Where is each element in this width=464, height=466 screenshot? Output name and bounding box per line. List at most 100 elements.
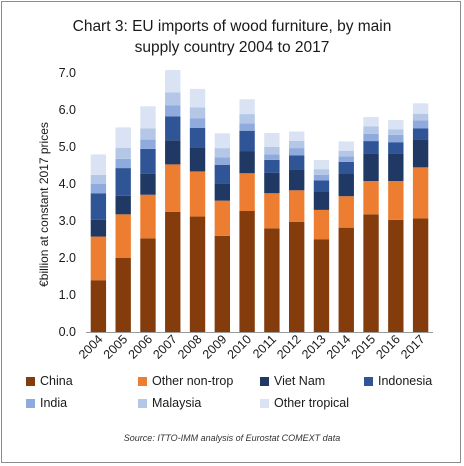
- bar-malaysia-2011: [264, 147, 280, 155]
- bar-other-non-trop-2017: [412, 167, 429, 219]
- bar-viet-nam-2005: [115, 195, 131, 215]
- bar-viet-nam-2012: [289, 169, 305, 191]
- bar-viet-nam-2007: [165, 140, 181, 165]
- bar-malaysia-2013: [313, 169, 330, 175]
- y-tick-label: 6.0: [59, 103, 76, 117]
- legend-label: India: [40, 396, 68, 410]
- bar-other-non-trop-2012: [289, 190, 305, 222]
- bar-other-tropical-2015: [363, 117, 379, 127]
- bar-viet-nam-2006: [140, 173, 156, 195]
- bar-malaysia-2007: [165, 92, 181, 106]
- bar-other-non-trop-2005: [115, 214, 131, 258]
- bar-indonesia-2014: [338, 161, 354, 175]
- bar-malaysia-2010: [239, 114, 255, 124]
- bar-china-2004: [90, 280, 107, 332]
- legend-item-malaysia: Malaysia: [138, 396, 201, 410]
- source-note: Source: ITTO-IMM analysis of Eurostat CO…: [123, 433, 341, 443]
- bar-india-2008: [189, 118, 206, 128]
- bar-indonesia-2011: [264, 159, 280, 173]
- chart-title-line-2: supply country 2004 to 2017: [134, 39, 330, 56]
- bar-indonesia-2005: [115, 168, 131, 196]
- bar-indonesia-2016: [388, 142, 404, 154]
- legend-swatch: [26, 399, 35, 408]
- bar-other-tropical-2017: [412, 103, 429, 114]
- bar-other-non-trop-2011: [264, 193, 280, 229]
- y-axis-label-group: €billion at constant 2017 prices: [37, 122, 51, 287]
- x-tick-label: 2016: [373, 332, 403, 362]
- bar-china-2008: [189, 216, 206, 332]
- bar-china-2010: [239, 211, 255, 332]
- x-tick-label: 2010: [225, 332, 255, 362]
- bar-other-non-trop-2016: [388, 181, 404, 220]
- x-tick-label: 2006: [126, 332, 156, 362]
- bar-malaysia-2015: [363, 126, 379, 134]
- legend-item-other-tropical: Other tropical: [260, 396, 349, 410]
- bar-indonesia-2012: [289, 155, 305, 170]
- legend-item-china: China: [26, 374, 73, 388]
- bar-malaysia-2009: [214, 148, 231, 158]
- x-tick-label: 2007: [150, 332, 180, 362]
- bar-indonesia-2015: [363, 141, 379, 154]
- y-tick-label: 3.0: [59, 214, 76, 228]
- legend-swatch: [26, 377, 35, 386]
- legend-label: Indonesia: [378, 374, 433, 388]
- bar-china-2016: [388, 219, 404, 332]
- bar-other-tropical-2011: [264, 132, 280, 147]
- bar-other-non-trop-2013: [313, 209, 330, 240]
- bar-china-2012: [289, 221, 305, 332]
- x-tick-label: 2012: [274, 332, 304, 362]
- bar-other-tropical-2005: [115, 127, 131, 148]
- bar-china-2013: [313, 239, 330, 332]
- bar-indonesia-2017: [412, 128, 429, 140]
- x-tick-label: 2011: [250, 332, 279, 361]
- bar-china-2015: [363, 214, 379, 332]
- legend-item-other-non-trop: Other non-trop: [138, 374, 233, 388]
- y-tick-label: 2.0: [59, 251, 76, 265]
- x-tick-label: 2015: [349, 332, 379, 362]
- bar-other-tropical-2014: [338, 141, 354, 151]
- bar-other-tropical-2004: [90, 154, 107, 175]
- x-tick-label: 2008: [175, 332, 205, 362]
- bar-indonesia-2009: [214, 164, 231, 184]
- bar-malaysia-2012: [289, 140, 305, 149]
- bar-malaysia-2017: [412, 113, 429, 121]
- bar-other-tropical-2012: [289, 131, 305, 141]
- bar-china-2011: [264, 228, 280, 332]
- legend-label: Viet Nam: [274, 374, 326, 388]
- bar-india-2016: [388, 134, 404, 143]
- bar-other-non-trop-2006: [140, 194, 156, 239]
- legend-item-india: India: [26, 396, 67, 410]
- bar-indonesia-2006: [140, 148, 156, 174]
- bar-viet-nam-2013: [313, 191, 330, 210]
- bar-other-non-trop-2007: [165, 164, 181, 212]
- bar-indonesia-2007: [165, 116, 181, 141]
- bar-indonesia-2013: [313, 180, 330, 192]
- bar-viet-nam-2004: [90, 219, 107, 237]
- bar-viet-nam-2009: [214, 183, 231, 201]
- bars: [90, 70, 429, 332]
- bar-india-2014: [338, 156, 354, 162]
- bar-malaysia-2014: [338, 150, 354, 157]
- y-tick-label: 4.0: [59, 177, 76, 191]
- bar-malaysia-2006: [140, 128, 156, 140]
- bar-china-2007: [165, 211, 181, 332]
- bar-viet-nam-2017: [412, 139, 429, 168]
- y-tick-label: 1.0: [59, 288, 76, 302]
- bar-india-2012: [289, 148, 305, 156]
- bar-other-non-trop-2014: [338, 196, 354, 228]
- bar-india-2006: [140, 139, 156, 149]
- bar-india-2005: [115, 158, 131, 169]
- bar-india-2011: [264, 154, 280, 160]
- bar-other-tropical-2008: [189, 88, 206, 108]
- legend-label: China: [40, 374, 73, 388]
- bar-other-non-trop-2008: [189, 171, 206, 217]
- bar-malaysia-2008: [189, 107, 206, 119]
- legend-swatch: [138, 399, 147, 408]
- bar-viet-nam-2010: [239, 151, 255, 174]
- legend-swatch: [260, 399, 269, 408]
- x-tick-label: 2017: [398, 332, 428, 362]
- legend-item-indonesia: Indonesia: [364, 374, 432, 388]
- legend-item-viet-nam: Viet Nam: [260, 374, 325, 388]
- bar-india-2007: [165, 105, 181, 117]
